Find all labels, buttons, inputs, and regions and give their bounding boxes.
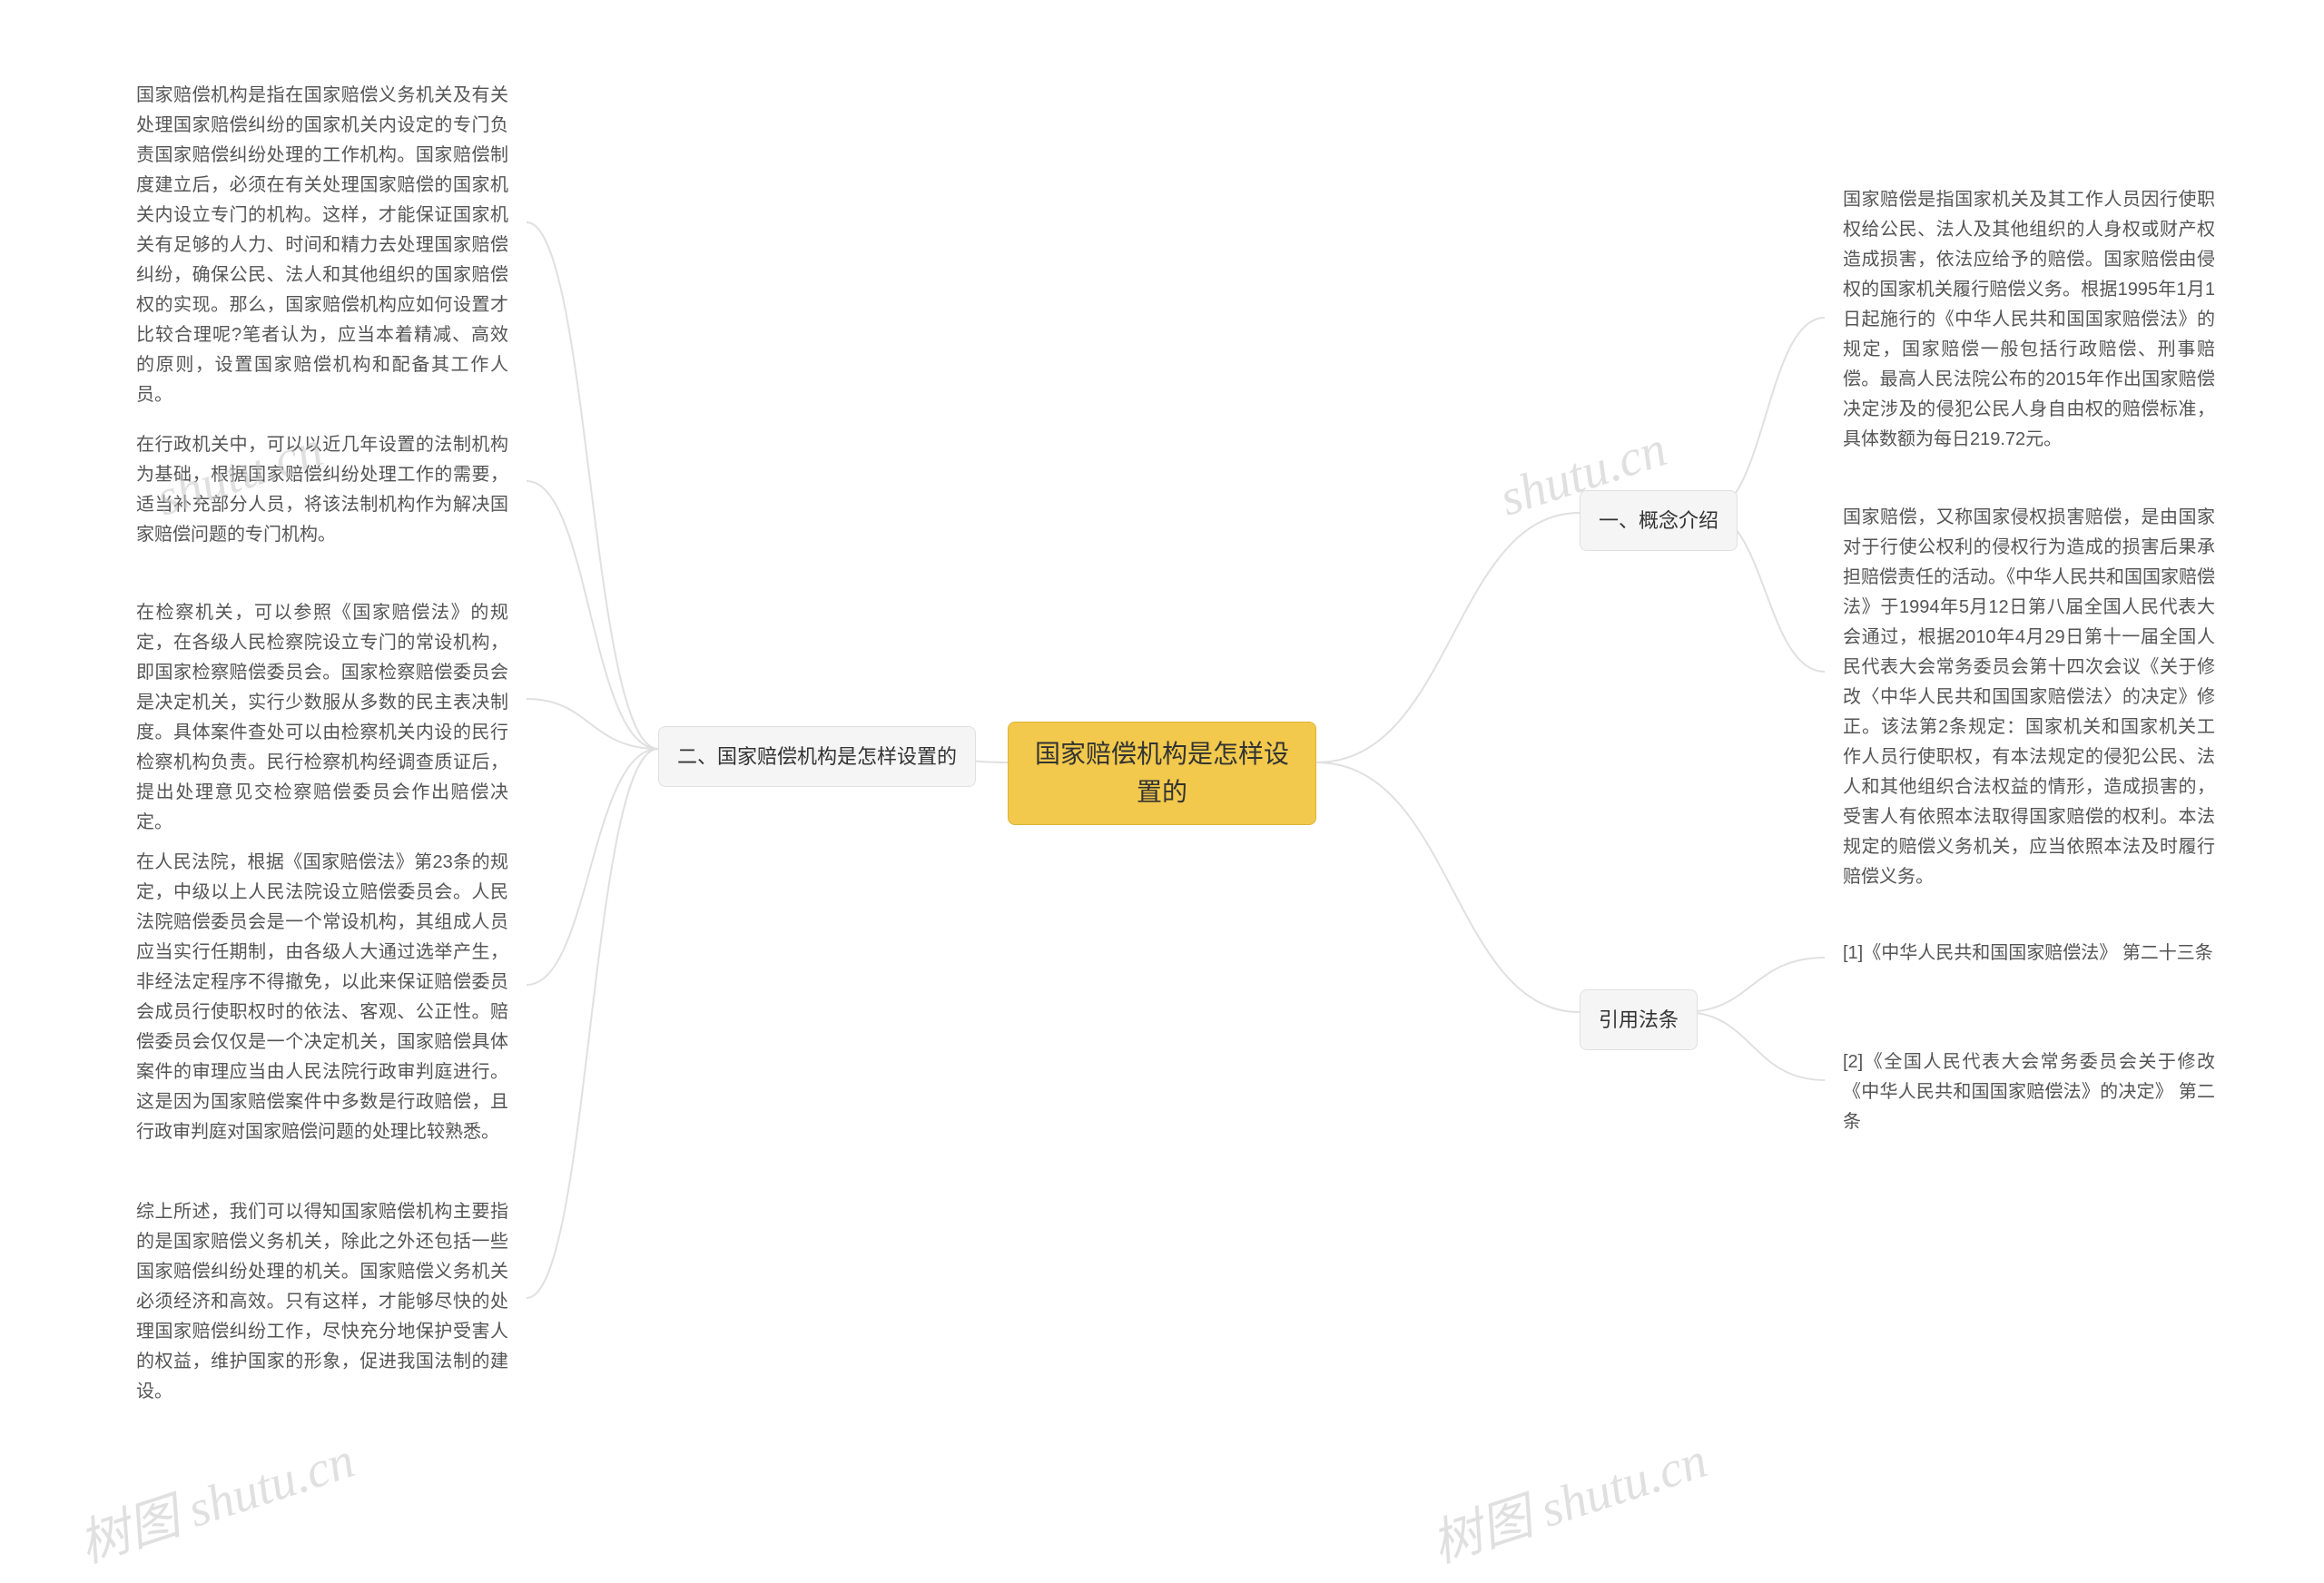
leaf-s2-4: 在人民法院，根据《国家赔偿法》第23条的规定，中级以上人民法院设立赔偿委员会。人… [118, 835, 527, 1160]
leaf-s1-1: 国家赔偿是指国家机关及其工作人员因行使职权给公民、法人及其他组织的人身权或财产权… [1825, 172, 2233, 467]
branch-section-1: 一、概念介绍 [1580, 490, 1738, 551]
leaf-s3-2: [2]《全国人民代表大会常务委员会关于修改《中华人民共和国国家赔偿法》的决定》 … [1825, 1035, 2233, 1150]
leaf-s2-3: 在检察机关，可以参照《国家赔偿法》的规定，在各级人民检察院设立专门的常设机构，即… [118, 585, 527, 850]
leaf-s2-2: 在行政机关中，可以以近几年设置的法制机构为基础，根据国家赔偿纠纷处理工作的需要，… [118, 418, 527, 563]
watermark: 树图 shutu.cn [68, 1419, 362, 1577]
branch-section-2: 二、国家赔偿机构是怎样设置的 [658, 726, 976, 787]
watermark: 树图 shutu.cn [1421, 1419, 1715, 1577]
center-topic: 国家赔偿机构是怎样设置的 [1008, 722, 1316, 825]
leaf-s2-1: 国家赔偿机构是指在国家赔偿义务机关及有关处理国家赔偿纠纷的国家机关内设定的专门负… [118, 68, 527, 423]
leaf-s1-2: 国家赔偿，又称国家侵权损害赔偿，是由国家对于行使公权利的侵权行为造成的损害后果承… [1825, 490, 2233, 905]
leaf-s2-5: 综上所述，我们可以得知国家赔偿机构主要指的是国家赔偿义务机关，除此之外还包括一些… [118, 1185, 527, 1420]
branch-section-3: 引用法条 [1580, 989, 1698, 1050]
leaf-s3-1: [1]《中华人民共和国国家赔偿法》 第二十三条 [1825, 926, 2233, 981]
